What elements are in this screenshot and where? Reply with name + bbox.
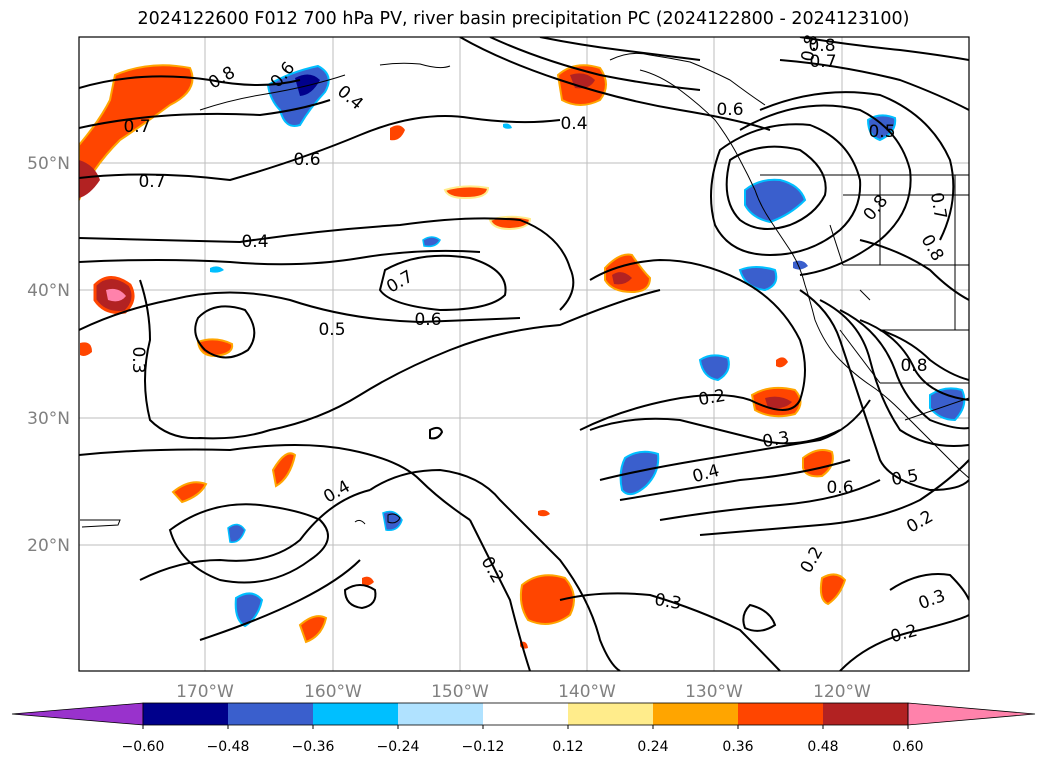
colorbar-segment: [738, 703, 823, 725]
colorbar-tick-label: −0.24: [377, 739, 420, 755]
colorbar-segment: [483, 703, 568, 725]
colorbar-segment: [398, 703, 483, 725]
colorbar-tick-label: 0.24: [637, 739, 668, 755]
colorbar-tick-label: −0.36: [292, 739, 335, 755]
colorbar-tick-label: 0.36: [722, 739, 753, 755]
colorbar-tick-label: 0.12: [552, 739, 583, 755]
lat-tick-40n: 40°N: [27, 281, 70, 301]
contour-label: 0.8: [808, 36, 835, 56]
colorbar-tick-label: 0.48: [807, 739, 838, 755]
contour-label: 0.7: [809, 52, 836, 72]
colorbar-extend-min: [11, 702, 144, 726]
colorbar-frame: [142, 702, 909, 726]
lat-tick-50n: 50°N: [27, 154, 70, 174]
lat-tick-labels: 50°N 40°N 30°N 20°N: [27, 154, 70, 556]
contour-label: 0.5: [890, 466, 920, 490]
contour-label: 0.6: [293, 150, 320, 170]
contour-label: 0.8: [900, 356, 927, 376]
pv-contours: [79, 37, 969, 671]
contour-label: 0.2: [697, 386, 727, 410]
colorbar-tick-label: 0.60: [892, 739, 923, 755]
plot-frame: [78, 36, 970, 672]
lon-tick-labels: 170°W 160°W 150°W 140°W 130°W 120°W: [176, 682, 871, 702]
lon-tick-130w: 130°W: [685, 682, 743, 702]
colorbar-tick-label: −0.48: [207, 739, 250, 755]
colorbar-tick-label: −0.60: [122, 739, 165, 755]
colorbar: −0.60 −0.48 −0.36 −0.24 −0.12 0.12 0.24 0.36 0.4…: [11, 702, 1036, 755]
contour-label: 0.3: [128, 346, 148, 373]
contour-label: 0.4: [241, 232, 268, 252]
lon-tick-160w: 160°W: [304, 682, 362, 702]
lat-tick-20n: 20°N: [27, 536, 70, 556]
contour-label: 0.5: [318, 320, 345, 340]
contour-label: 0.3: [653, 590, 683, 614]
lon-tick-170w: 170°W: [176, 682, 234, 702]
colorbar-segment: [143, 703, 228, 725]
lon-tick-150w: 150°W: [431, 682, 489, 702]
contour-label: 0.7: [138, 172, 165, 192]
plot-area: [79, 37, 969, 671]
colorbar-segment: [653, 703, 738, 725]
colorbar-tick-label: −0.12: [462, 739, 505, 755]
contour-label: 0.6: [716, 100, 743, 120]
lon-tick-140w: 140°W: [558, 682, 616, 702]
colorbar-segment: [823, 703, 908, 725]
contour-label: 0.7: [123, 117, 150, 137]
contour-label: 0.6: [414, 310, 441, 330]
contour-label: 0.3: [761, 428, 791, 452]
contour-label: 0.8: [798, 33, 822, 63]
colorbar-segment: [568, 703, 653, 725]
contour-label: 0.4: [560, 114, 587, 134]
map-title: 2024122600 F012 700 hPa PV, river basin …: [137, 9, 910, 29]
colorbar-segment: [313, 703, 398, 725]
colorbar-segment: [228, 703, 313, 725]
lat-tick-30n: 30°N: [27, 409, 70, 429]
colorbar-extend-max: [907, 702, 1036, 726]
contour-label: 0.6: [826, 478, 853, 498]
contour-label: 0.7: [926, 191, 950, 221]
coastlines: [80, 52, 969, 528]
precip-positive-shading: [79, 64, 847, 649]
precip-negative-shading: [210, 64, 966, 628]
contour-label: 0.5: [868, 122, 895, 142]
lon-tick-120w: 120°W: [813, 682, 871, 702]
